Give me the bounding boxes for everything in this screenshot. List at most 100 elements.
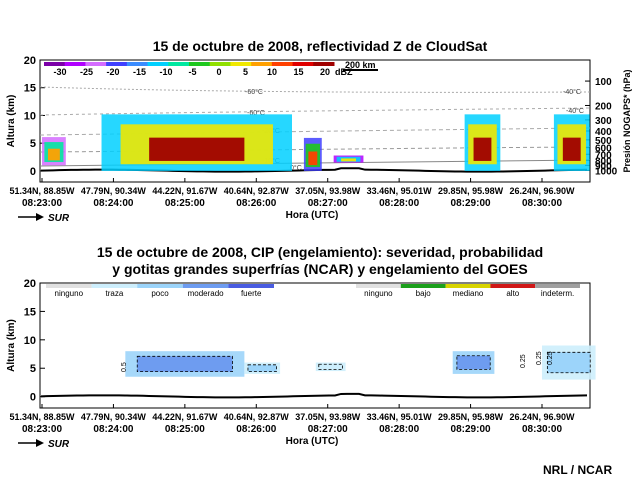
colorbar-swatch: [106, 62, 128, 66]
x-tick-time: 08:26:00: [236, 424, 276, 435]
cloud-region-core-1: [149, 137, 245, 161]
colorbar-swatch: [313, 62, 335, 66]
goes-swatch: [356, 284, 401, 288]
pressure-tick-label: 300: [595, 116, 612, 127]
colorbar-swatch: [189, 62, 211, 66]
y-tick-label: 5: [30, 363, 36, 375]
colorbar-tick: -10: [159, 67, 172, 77]
colorbar-tick: 10: [267, 67, 277, 77]
x-tick-time: 08:23:00: [22, 198, 62, 209]
x-tick-position: 26.24N, 96.90W: [509, 412, 575, 422]
severity-swatch: [182, 284, 229, 288]
colorbar-tick: 15: [293, 67, 303, 77]
pressure-tick-label: 500: [595, 136, 612, 147]
isotherm-label: -60°C: [247, 109, 265, 117]
x-tick-position: 44.22N, 91.67W: [152, 186, 218, 196]
x-tick-position: 33.46N, 95.01W: [367, 186, 433, 196]
severity-swatch: [137, 284, 183, 288]
pressure-tick-label: 600: [595, 144, 612, 155]
x-tick-time: 08:24:00: [93, 198, 133, 209]
goes-swatch: [445, 284, 491, 288]
probability-label: 0.25: [536, 351, 543, 365]
terrain-line: [40, 392, 588, 399]
cloud-region-core-2: [308, 151, 318, 166]
probability-label: 0.25: [520, 354, 527, 368]
colorbar-swatch: [292, 62, 314, 66]
colorbar-tick: 5: [243, 67, 248, 77]
y-tick-label: 0: [30, 392, 36, 404]
y-tick-label: 0: [30, 166, 36, 178]
cloud-region-core-5: [562, 137, 581, 161]
goes-label: ninguno: [364, 289, 393, 298]
x-tick-time: 08:26:00: [236, 198, 276, 209]
direction-label: SUR: [48, 213, 70, 224]
x-tick-time: 08:24:00: [93, 424, 133, 435]
x-tick-position: 51.34N, 88.85W: [9, 412, 75, 422]
colorbar-unit: dBZ: [335, 67, 353, 77]
icing-region-core-4: [546, 351, 591, 374]
y-tick-label: 20: [24, 278, 36, 290]
isotherm-line: [39, 146, 591, 153]
severity-label: fuerte: [241, 289, 262, 298]
cloud-region-core-4: [473, 137, 492, 161]
icing-region-core-3: [456, 355, 491, 370]
x-tick-time: 08:27:00: [308, 198, 348, 209]
goes-label: mediano: [453, 289, 484, 298]
isotherm-label: 0°C: [290, 164, 302, 172]
colorbar-swatch: [168, 62, 190, 66]
pressure-tick-label: 800: [595, 156, 612, 167]
colorbar-swatch: [251, 62, 273, 66]
x-tick-position: 26.24N, 96.90W: [509, 186, 575, 196]
pressure-tick-label: 700: [595, 150, 612, 161]
x-tick-time: 08:30:00: [522, 424, 562, 435]
arrow-head-icon: [36, 439, 44, 447]
pressure-tick-label: 1000: [595, 166, 618, 177]
isotherm-label: -40°C: [566, 107, 584, 115]
y-tick-label: 15: [24, 83, 36, 95]
severity-label: ninguno: [55, 289, 84, 298]
y-tick-label: 10: [24, 110, 36, 122]
severity-swatch: [46, 284, 92, 288]
goes-swatch: [400, 284, 446, 288]
colorbar-swatch: [85, 62, 107, 66]
plot-area-2: [39, 282, 591, 409]
cloud-region-core-0: [47, 148, 60, 161]
x-tick-time: 08:27:00: [308, 424, 348, 435]
direction-label: SUR: [48, 439, 70, 450]
colorbar-tick: -15: [133, 67, 146, 77]
x-tick-time: 08:29:00: [451, 198, 491, 209]
colorbar-swatch: [126, 62, 149, 66]
x-axis-label: Hora (UTC): [286, 436, 339, 447]
colorbar-tick: -25: [80, 67, 93, 77]
isotherm-label: -40°C: [563, 88, 581, 96]
y-axis-label: Altura (km): [6, 95, 17, 148]
severity-label: moderado: [188, 289, 225, 298]
cloud-region-core-3: [341, 158, 356, 162]
probability-label: 0.5: [121, 362, 128, 372]
pressure-tick-label: 900: [595, 161, 612, 172]
icing-region-core-0: [136, 355, 233, 373]
x-tick-time: 08:28:00: [379, 198, 419, 209]
x-tick-position: 47.79N, 90.34W: [81, 412, 147, 422]
isotherm-label: -60°C: [245, 88, 263, 96]
icing-region-core-2: [318, 363, 343, 370]
pressure-tick-label: 100: [595, 77, 612, 88]
colorbar-tick: 20: [320, 67, 330, 77]
goes-label: bajo: [416, 289, 432, 298]
colorbar-swatch: [44, 62, 66, 66]
chart1-title: 15 de octubre de 2008, reflectividad Z d…: [152, 38, 488, 54]
severity-swatch: [91, 284, 138, 288]
severity-swatch: [228, 284, 274, 288]
pressure-tick-label: 400: [595, 127, 612, 138]
chart2-title-line1: 15 de octubre de 2008, CIP (engelamiento…: [96, 244, 544, 260]
x-tick-time: 08:28:00: [379, 424, 419, 435]
colorbar-tick: -30: [53, 67, 66, 77]
isotherm-line: [39, 127, 591, 136]
severity-label: traza: [106, 289, 124, 298]
icing-region-core-1: [247, 364, 277, 373]
x-tick-time: 08:25:00: [165, 198, 205, 209]
x-tick-position: 40.64N, 92.87W: [224, 186, 290, 196]
x-axis-label: Hora (UTC): [286, 210, 339, 221]
x-tick-time: 08:25:00: [165, 424, 205, 435]
x-tick-time: 08:23:00: [22, 424, 62, 435]
